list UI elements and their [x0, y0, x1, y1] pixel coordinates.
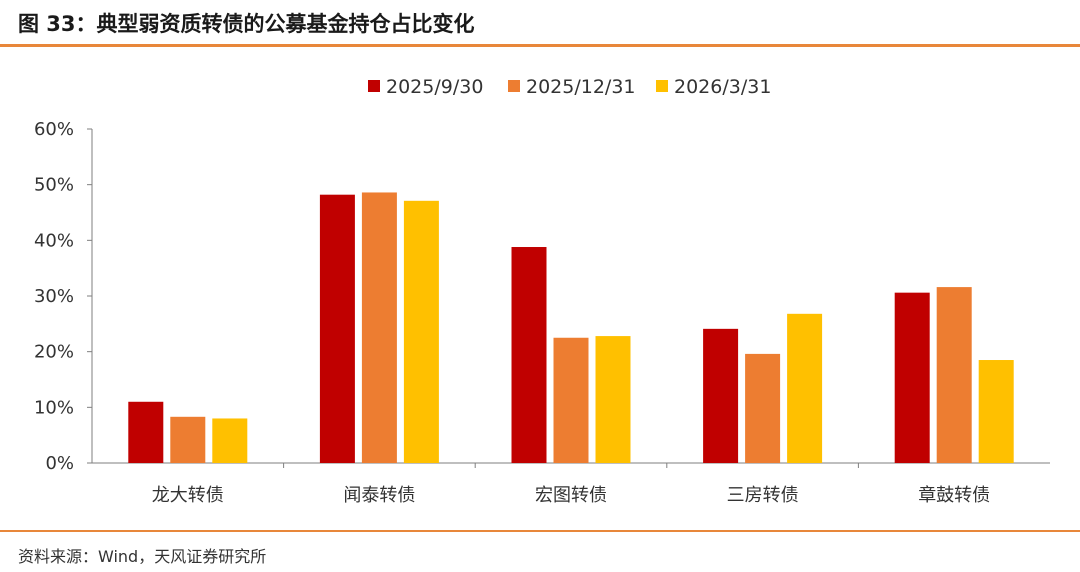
labels: 0% 10% 20% 30% 40% 50% 60% 龙大转债 闻泰转债 宏图转债 三房转债 章鼓转债 [34, 119, 990, 506]
footer-rule [0, 530, 1080, 532]
bar [319, 194, 355, 464]
figure-title: 图 33：典型弱资质转债的公募基金持仓占比变化 [18, 12, 475, 36]
bar [745, 353, 781, 463]
bar [212, 418, 248, 463]
bar [595, 336, 631, 463]
legend-label: 2025/9/30 [386, 76, 483, 98]
category-label: 三房转债 [727, 485, 799, 506]
bar [511, 247, 547, 463]
category-label: 章鼓转债 [918, 485, 990, 506]
y-tick-label: 20% [34, 342, 74, 363]
category-label: 宏图转债 [535, 485, 607, 506]
bar [553, 337, 589, 463]
bar [936, 287, 972, 463]
bar-chart: 2025/9/30 2025/12/31 2026/3/31 0% 10% 20% 30%… [34, 76, 1050, 506]
bar [170, 416, 206, 463]
bar [128, 401, 164, 463]
y-tick-label: 50% [34, 175, 74, 196]
bar [894, 292, 930, 463]
y-tick-label: 0% [45, 453, 74, 474]
title-rule [0, 44, 1080, 47]
legend-swatch [656, 80, 668, 92]
y-tick-label: 60% [34, 119, 74, 140]
bar [361, 192, 397, 463]
y-tick-label: 40% [34, 230, 74, 251]
bar [978, 360, 1014, 463]
legend-label: 2026/3/31 [674, 76, 771, 98]
source-note: 资料来源：Wind，天风证券研究所 [18, 547, 267, 566]
legend: 2025/9/30 2025/12/31 2026/3/31 [368, 76, 771, 98]
bar [703, 328, 739, 463]
bars [128, 192, 1014, 464]
bar [403, 200, 439, 463]
category-label: 闻泰转债 [343, 485, 415, 506]
y-tick-label: 30% [34, 286, 74, 307]
legend-label: 2025/12/31 [526, 76, 636, 98]
legend-swatch [508, 80, 520, 92]
bar [787, 313, 823, 463]
legend-swatch [368, 80, 380, 92]
y-tick-label: 10% [34, 397, 74, 418]
category-label: 龙大转债 [152, 485, 224, 506]
